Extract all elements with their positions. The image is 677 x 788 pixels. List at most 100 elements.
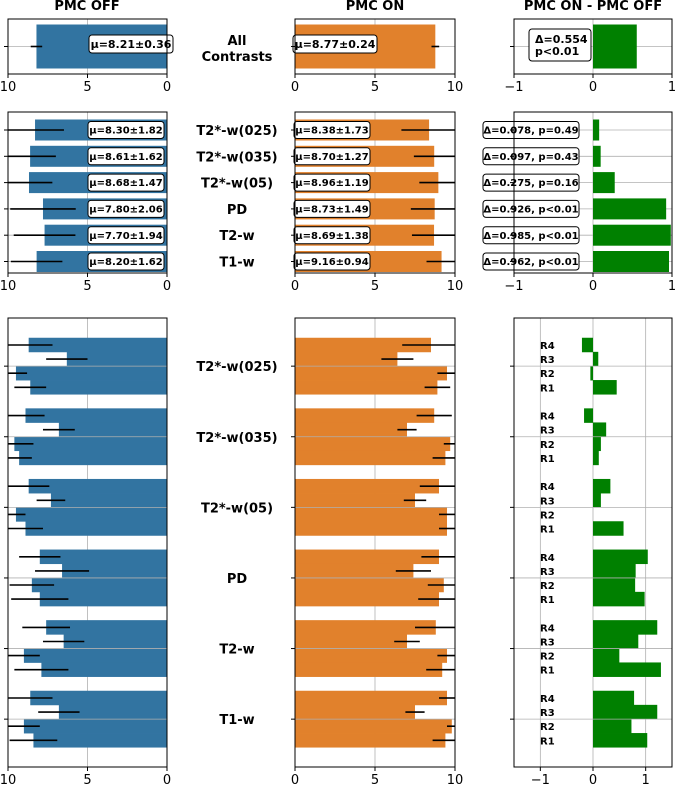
label-diff-contrast: Δ=0.926, p<0.01: [483, 205, 578, 216]
row-label-contrast: T2*-w(035): [196, 150, 277, 165]
bar-diff-contrast: [593, 198, 667, 220]
reader-label: R3: [540, 496, 555, 507]
label-on-contrast: μ=8.69±1.38: [295, 231, 369, 242]
bar-off-reader: [39, 549, 167, 565]
reader-label: R3: [540, 426, 555, 437]
reader-label: R1: [540, 666, 555, 677]
bar-diff-reader: [593, 591, 645, 607]
title-diff: PMC ON - PMC OFF: [524, 0, 662, 14]
bar-on-reader: [295, 408, 435, 423]
x-on-contrast-tick-label: 5: [371, 279, 379, 294]
label-off-contrast: μ=7.70±1.94: [89, 231, 163, 242]
x-off-contrast-tick-label: 0: [163, 279, 171, 294]
reader-label: R2: [540, 369, 555, 380]
bar-on-reader: [295, 549, 439, 565]
label-off-contrast: μ=7.80±2.06: [89, 205, 163, 216]
bar-off-reader: [19, 450, 167, 466]
label-diff-all-box: [528, 28, 592, 62]
label-off-contrast: μ=8.20±1.62: [89, 257, 163, 268]
bar-diff-reader: [593, 563, 636, 579]
label-off-contrast: μ=8.68±1.47: [89, 178, 163, 189]
reader-label: R1: [540, 525, 555, 536]
bar-on-reader: [295, 620, 436, 635]
x-off-all-tick-label: 10: [0, 80, 16, 95]
row-label-group: T2*-w(025): [196, 360, 277, 375]
bar-on-reader: [295, 337, 431, 353]
x-off-all-tick-label: 5: [83, 80, 91, 95]
bar-diff-contrast: [593, 145, 601, 167]
bar-diff-reader: [593, 478, 611, 494]
bar-on-reader: [295, 648, 447, 663]
bar-diff-reader: [593, 422, 607, 437]
bar-off-reader: [58, 704, 167, 720]
bar-off-reader: [15, 365, 168, 381]
bar-diff-reader: [593, 620, 658, 635]
reader-label: R2: [540, 722, 555, 733]
reader-label: R2: [540, 440, 555, 451]
bar-diff-reader: [593, 450, 599, 466]
bar-on-reader: [295, 591, 439, 607]
x-off-contrast-tick-label: 10: [0, 279, 16, 294]
bar-off-reader: [30, 380, 168, 395]
bar-diff-reader: [593, 351, 599, 367]
bar-on-reader: [295, 563, 414, 579]
label-diff-contrast: Δ=0.097, p=0.43: [483, 152, 578, 163]
reader-label: R1: [540, 595, 555, 606]
reader-label: R4: [540, 412, 555, 423]
bar-on-reader: [295, 351, 398, 367]
bar-on-reader: [295, 380, 438, 395]
x-diff-contrast-tick-label: 1: [668, 279, 676, 294]
bar-diff-reader: [593, 690, 635, 706]
bar-on-reader: [295, 521, 447, 536]
label-off-contrast-box: [87, 252, 165, 271]
label-diff-contrast-box: [482, 199, 580, 218]
row-label-contrast: PD: [227, 203, 248, 218]
bar-diff-reader: [593, 662, 661, 677]
bar-off-reader: [15, 507, 168, 522]
row-label-contrast: T1-w: [219, 256, 254, 271]
bar-off-reader: [31, 577, 167, 593]
x-diff-contrast-tick-label: −1: [504, 279, 523, 294]
label-off-contrast-box: [87, 226, 165, 245]
x-diff-all-tick-label: −1: [504, 80, 523, 95]
row-label-contrast: T2-w: [219, 229, 254, 244]
label-off-all-box: [88, 34, 174, 54]
label-diff-contrast-box: [482, 252, 580, 271]
bar-off-reader: [14, 436, 167, 452]
bar-on-reader: [295, 718, 452, 734]
reader-label: R4: [540, 341, 555, 352]
bar-off-reader: [23, 648, 168, 663]
bar-on-reader: [295, 436, 451, 452]
row-label-contrast: T2*-w(05): [201, 177, 273, 192]
bar-off-reader: [25, 408, 167, 423]
reader-label: R4: [540, 482, 555, 493]
reader-label: R1: [540, 736, 555, 747]
reader-label: R1: [540, 383, 555, 394]
bar-off-reader: [23, 718, 168, 734]
reader-label: R4: [540, 623, 555, 634]
label-off-contrast-box: [87, 147, 165, 166]
bar-on-reader: [295, 690, 447, 706]
bar-off-reader: [62, 563, 168, 579]
title-off: PMC OFF: [54, 0, 119, 14]
reader-label: R2: [540, 581, 555, 592]
bar-on-reader: [295, 422, 407, 437]
bar-off-reader: [63, 634, 167, 649]
label-on-all: μ=8.77±0.24: [295, 38, 376, 51]
row-label-group: T1-w: [219, 713, 254, 728]
label-off-contrast: μ=8.30±1.82: [89, 126, 163, 137]
row-label-all-contrasts: All Contrasts: [202, 34, 273, 65]
bar-on-reader: [295, 733, 446, 748]
x-diff-reader-tick-label: 0: [589, 773, 597, 788]
x-off-contrast-tick-label: 5: [83, 279, 91, 294]
label-diff-contrast: Δ=0.275, p=0.16: [483, 178, 578, 189]
bar-on-reader: [295, 365, 447, 381]
bar-diff-contrast: [593, 119, 600, 141]
bar-diff-reader: [593, 648, 620, 663]
x-diff-reader-tick-label: 1: [642, 773, 650, 788]
bar-diff-reader: [593, 577, 636, 593]
x-diff-reader-tick-label: −1: [531, 773, 550, 788]
x-diff-all-tick-label: 1: [668, 80, 676, 95]
x-off-reader-tick-label: 10: [0, 773, 16, 788]
label-diff-contrast-box: [482, 147, 580, 166]
